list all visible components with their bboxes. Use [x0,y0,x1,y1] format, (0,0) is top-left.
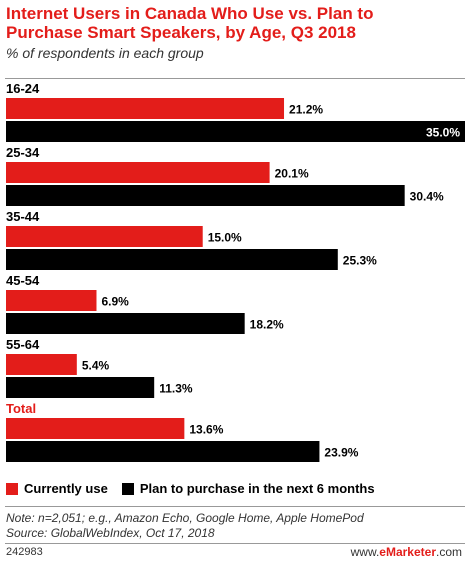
category-label: 35-44 [6,209,40,224]
value-label: 13.6% [189,423,223,437]
legend-label-currently-use: Currently use [24,481,108,496]
bar-plan-to-purchase [6,121,465,142]
bar-chart: 16-24 21.2% 35.0% 25-34 20.1% 30.4% 35-44 15.0%… [6,81,465,462]
brand-name: eMarketer [379,545,436,559]
category-label: 45-54 [6,273,40,288]
legend-swatch-currently-use [6,482,18,495]
value-label: 21.2% [289,103,323,117]
bar-currently-use [6,162,270,183]
brand-prefix: www. [350,545,380,559]
chart-title: Internet Users in Canada Who Use vs. Pla… [6,4,374,42]
bar-currently-use [6,418,185,439]
bar-currently-use [6,290,97,311]
note-text: Note: n=2,051; e.g., Amazon Echo, Google… [6,511,364,525]
value-label: 20.1% [275,167,309,181]
value-label: 25.3% [343,254,377,268]
bar-plan-to-purchase [6,441,320,462]
bar-plan-to-purchase [6,313,245,334]
legend-swatch-plan-to-purchase [121,482,134,495]
chart-legend: Currently use Plan to purchase in the ne… [6,481,389,496]
category-label: 16-24 [6,81,40,96]
value-label: 23.9% [324,446,358,460]
value-label: 11.3% [159,382,193,396]
brand-suffix: .com [435,545,462,559]
note-divider [5,506,465,507]
value-label: 6.9% [101,295,129,309]
legend-item-currently-use: Currently use [6,481,108,496]
legend-item-plan-to-purchase: Plan to purchase in the next 6 months [121,481,375,496]
chart-subtitle: % of respondents in each group [6,45,204,61]
chart-id: 242983 [6,546,43,558]
top-rule [5,78,465,79]
value-label: 5.4% [82,359,110,373]
source-text: Source: GlobalWebIndex, Oct 17, 2018 [6,526,215,540]
category-label: 25-34 [6,145,40,160]
bar-currently-use [6,226,203,247]
value-label: 35.0% [426,126,460,140]
brand-link[interactable]: www.eMarketer.com [351,545,462,559]
bar-plan-to-purchase [6,185,405,206]
bar-currently-use [6,354,77,375]
legend-label-plan-to-purchase: Plan to purchase in the next 6 months [139,481,375,496]
value-label: 15.0% [208,231,242,245]
value-label: 30.4% [410,190,444,204]
value-label: 18.2% [250,318,284,332]
chart-note: Note: n=2,051; e.g., Amazon Echo, Google… [6,511,364,541]
bar-plan-to-purchase [6,249,338,270]
category-label: 55-64 [6,337,40,352]
category-label: Total [6,401,36,416]
bar-currently-use [6,98,285,119]
footer-rule [5,543,465,544]
bar-plan-to-purchase [6,377,155,398]
